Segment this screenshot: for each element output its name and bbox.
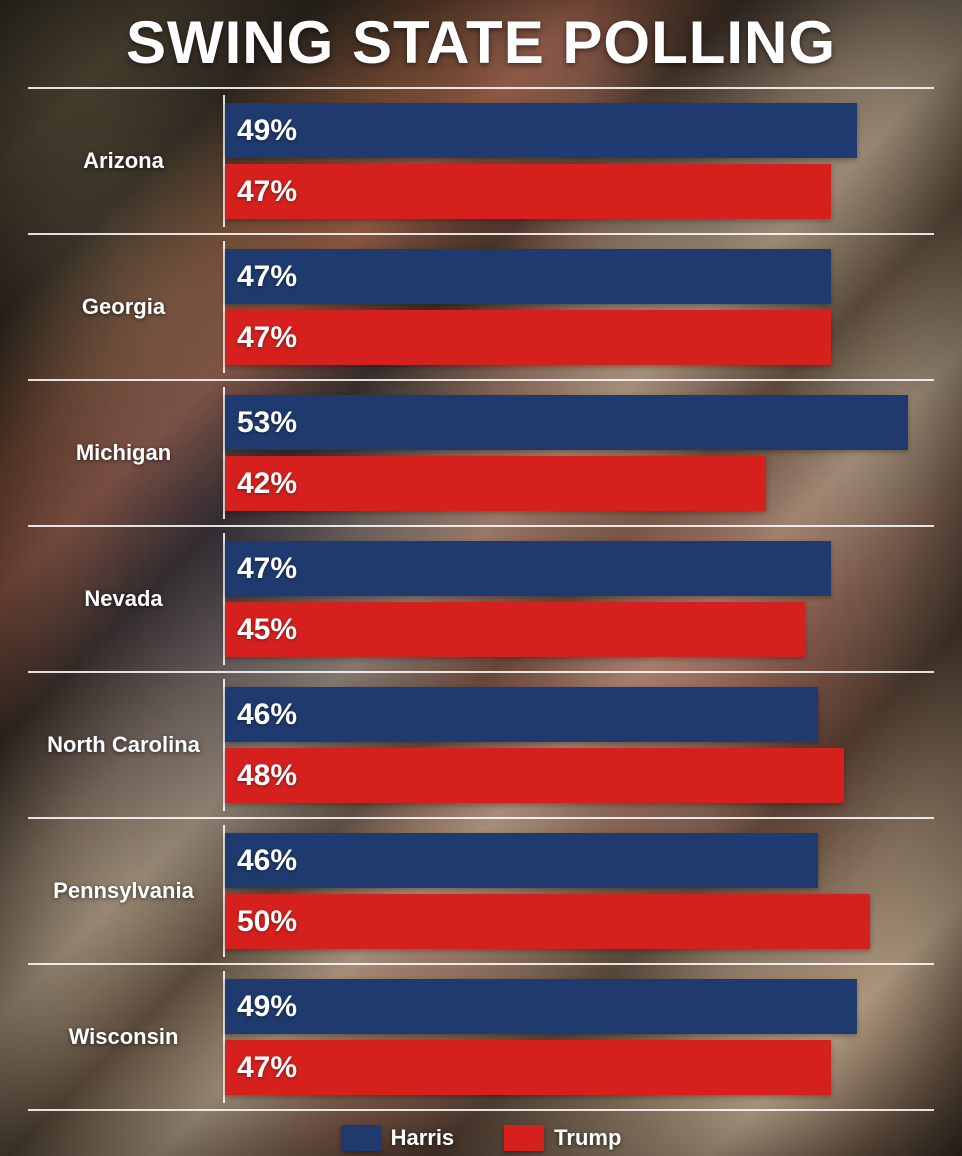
bar-harris: 49% xyxy=(225,979,857,1034)
bar-trump: 47% xyxy=(225,310,831,365)
bars-column: 49%47% xyxy=(223,971,934,1103)
state-group: North Carolina46%48% xyxy=(28,671,934,817)
bar-trump: 47% xyxy=(225,1040,831,1095)
bars-column: 46%50% xyxy=(223,825,934,957)
bars-column: 49%47% xyxy=(223,95,934,227)
state-label: Wisconsin xyxy=(28,1024,223,1050)
bar-trump: 42% xyxy=(225,456,766,511)
legend-swatch-harris xyxy=(341,1125,381,1151)
state-group: Georgia47%47% xyxy=(28,233,934,379)
bar-harris: 49% xyxy=(225,103,857,158)
bar-harris: 47% xyxy=(225,541,831,596)
state-group: Nevada47%45% xyxy=(28,525,934,671)
bar-harris: 53% xyxy=(225,395,908,450)
legend-item-trump: Trump xyxy=(504,1125,621,1151)
state-label: Nevada xyxy=(28,586,223,612)
state-group: Michigan53%42% xyxy=(28,379,934,525)
plot-area: Arizona49%47%Georgia47%47%Michigan53%42%… xyxy=(28,87,934,1111)
legend-item-harris: Harris xyxy=(341,1125,455,1151)
bar-trump: 48% xyxy=(225,748,844,803)
bar-harris: 47% xyxy=(225,249,831,304)
bars-column: 46%48% xyxy=(223,679,934,811)
state-label: Georgia xyxy=(28,294,223,320)
state-label: Arizona xyxy=(28,148,223,174)
state-group: Pennsylvania46%50% xyxy=(28,817,934,963)
bars-column: 47%47% xyxy=(223,241,934,373)
bars-column: 47%45% xyxy=(223,533,934,665)
state-label: Pennsylvania xyxy=(28,878,223,904)
bar-harris: 46% xyxy=(225,833,818,888)
state-group: Wisconsin49%47% xyxy=(28,963,934,1111)
state-label: North Carolina xyxy=(28,732,223,758)
chart-container: SWING STATE POLLING Arizona49%47%Georgia… xyxy=(0,0,962,1156)
bar-harris: 46% xyxy=(225,687,818,742)
bars-column: 53%42% xyxy=(223,387,934,519)
state-label: Michigan xyxy=(28,440,223,466)
state-group: Arizona49%47% xyxy=(28,87,934,233)
legend-swatch-trump xyxy=(504,1125,544,1151)
legend-label-trump: Trump xyxy=(554,1125,621,1151)
legend: Harris Trump xyxy=(0,1125,962,1151)
bar-trump: 47% xyxy=(225,164,831,219)
chart-title: SWING STATE POLLING xyxy=(0,0,962,87)
legend-label-harris: Harris xyxy=(391,1125,455,1151)
bar-trump: 45% xyxy=(225,602,805,657)
bar-trump: 50% xyxy=(225,894,870,949)
